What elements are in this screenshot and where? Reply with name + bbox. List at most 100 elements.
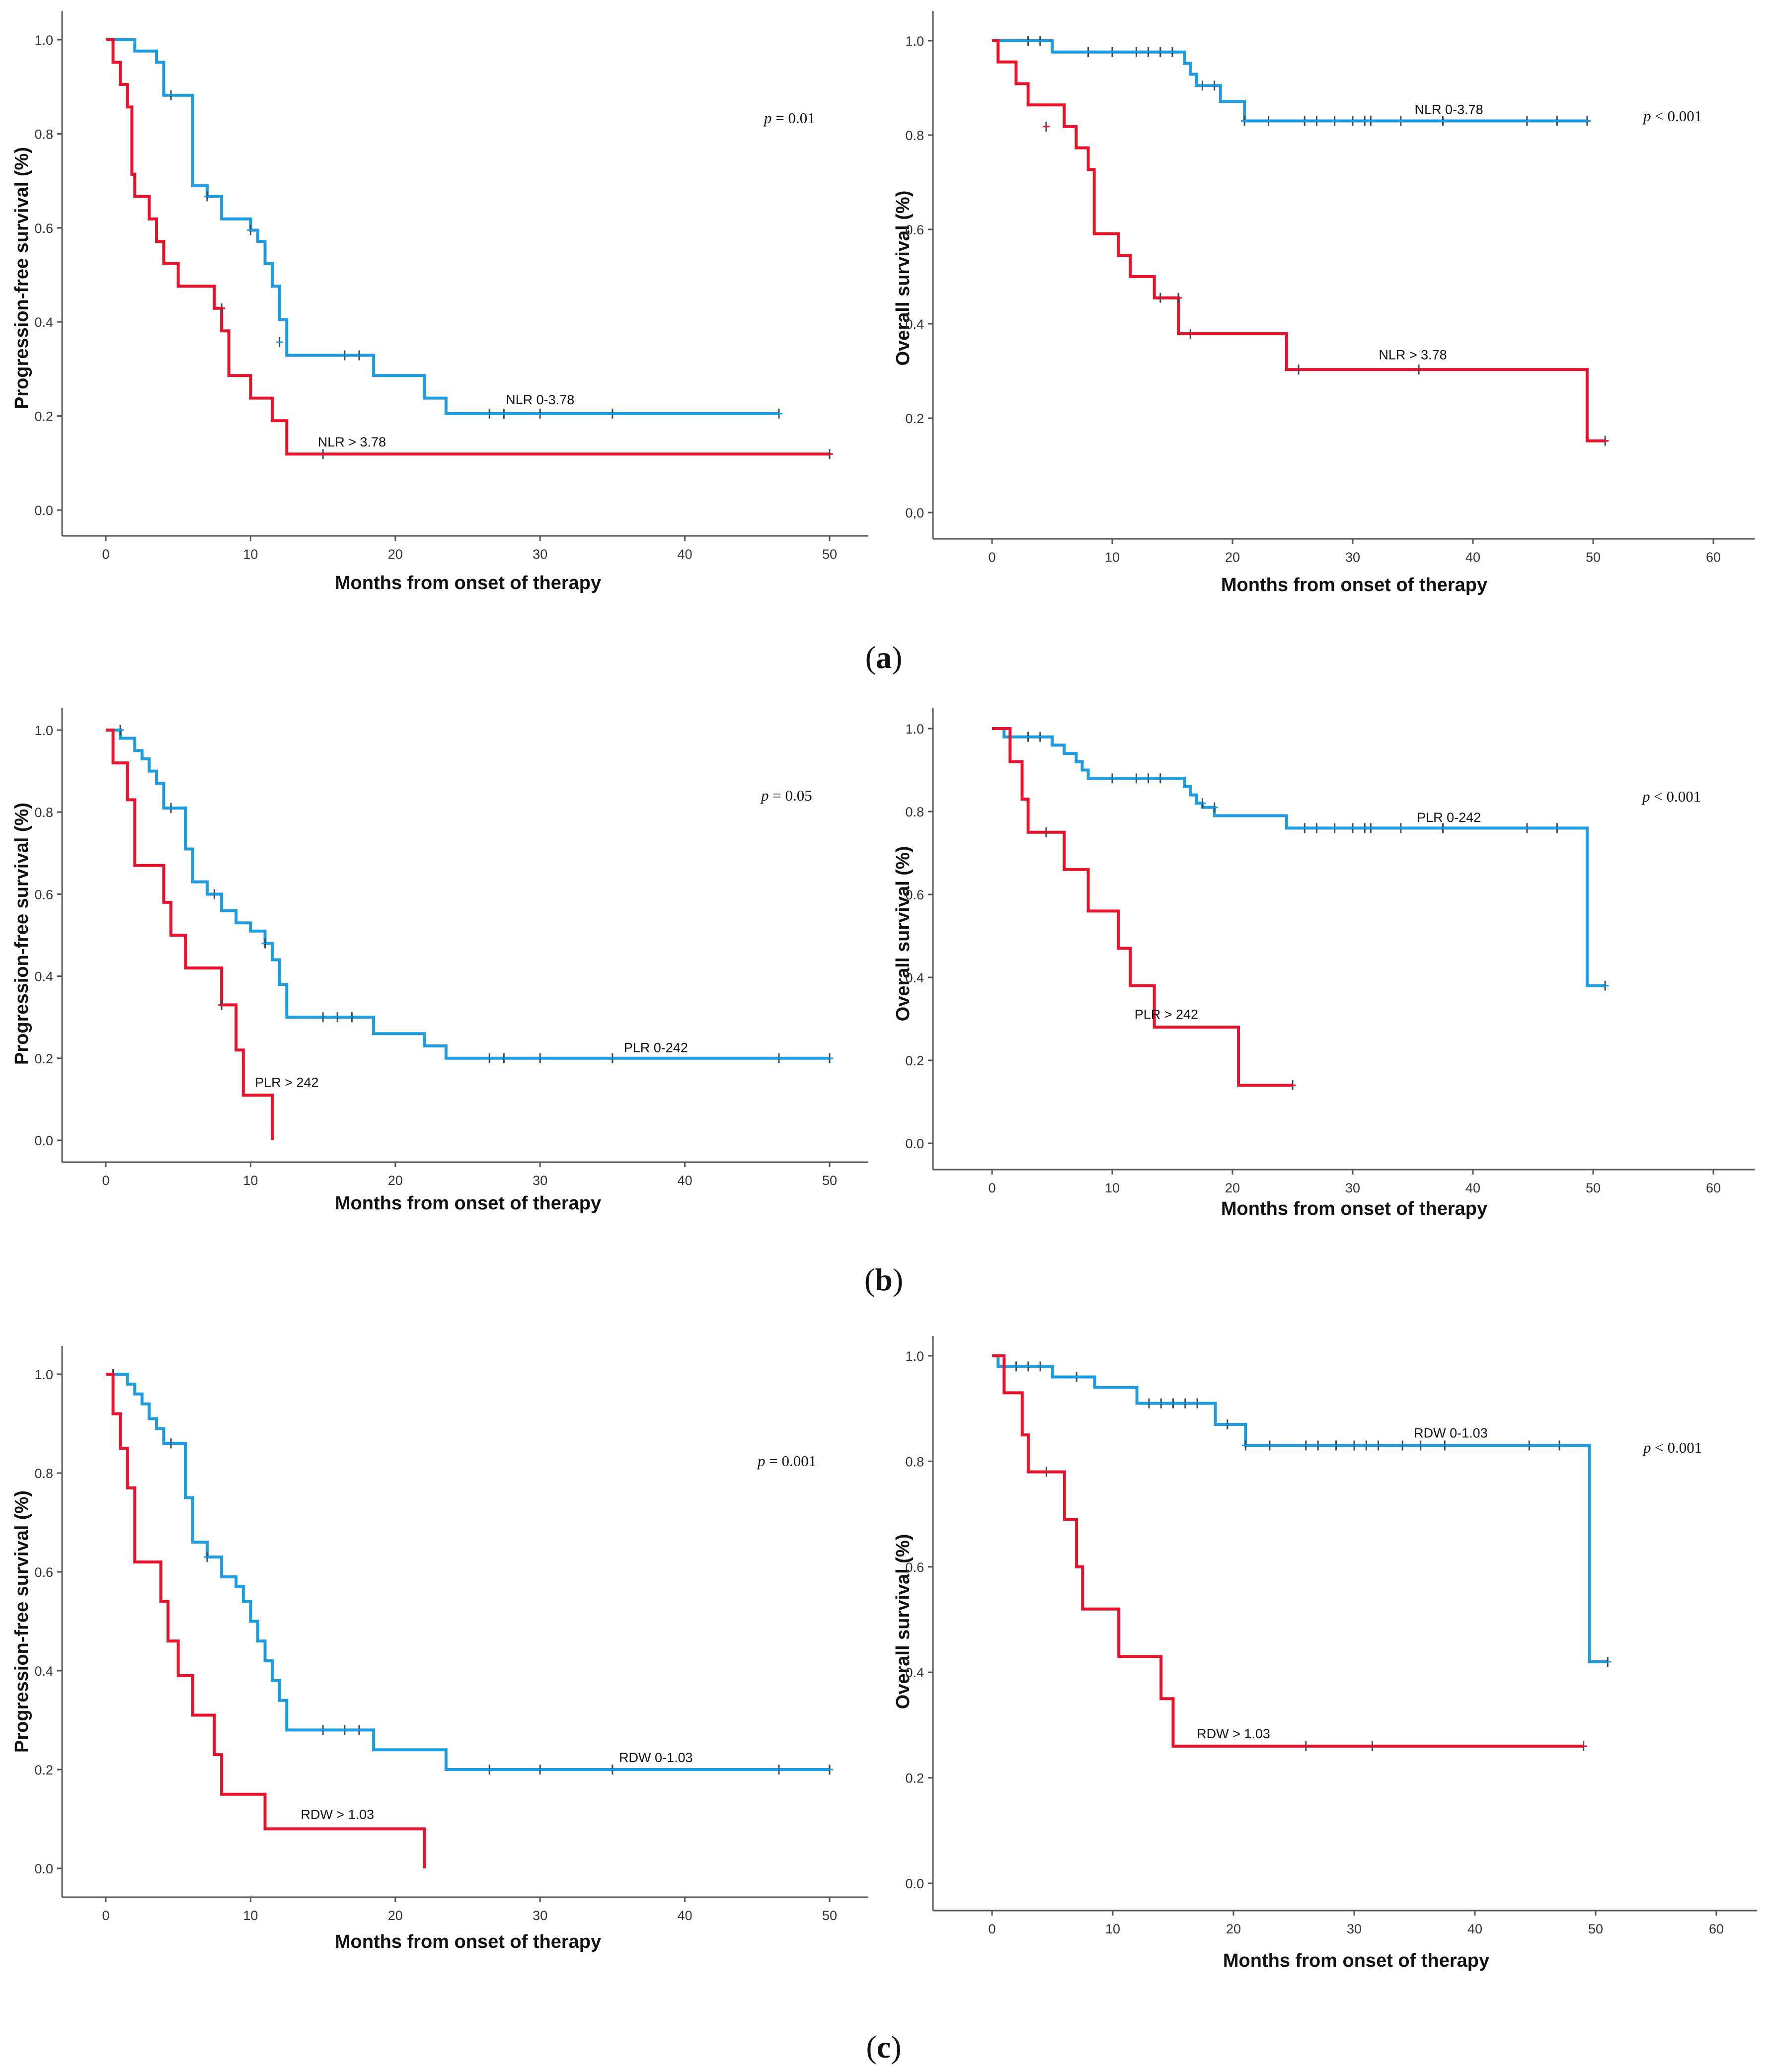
y-tick-label: 0.2: [905, 1053, 924, 1068]
chart-b-overall-survival: Overall survival (%) Months from onset o…: [893, 708, 1755, 1219]
y-tick-label: 0.8: [905, 128, 924, 143]
curve-label: RDW > 1.03: [301, 1807, 374, 1822]
x-tick-label: 0: [102, 1908, 109, 1923]
chart-a-overall-survival: Overall survival (%) Months from onset o…: [893, 11, 1755, 595]
x-tick-label: 50: [1586, 1181, 1601, 1195]
panel-label-c-letter: c: [877, 2029, 891, 2065]
x-tick-label: 20: [388, 1908, 403, 1923]
panel-label-b-letter: b: [875, 1262, 893, 1297]
x-tick-label: 30: [1347, 1922, 1362, 1936]
p-value-label: p = 0.01: [763, 109, 815, 127]
curve-label: NLR > 3.78: [318, 435, 386, 449]
y-axis-title: Progression-free survival (%): [11, 803, 32, 1065]
km-curve-rdw-0-1-03: [106, 1373, 830, 1771]
p-value-label: p < 0.001: [1642, 107, 1702, 125]
p-value-label: p < 0.001: [1642, 1439, 1702, 1456]
y-tick-label: 0.6: [905, 888, 924, 902]
panel-label-a-close: ): [892, 640, 902, 675]
y-tick-label: 1.0: [905, 34, 924, 49]
x-tick-label: 40: [1467, 1922, 1482, 1936]
y-axis-title: Overall survival (%): [893, 191, 914, 366]
p-value-text: = 0.01: [772, 109, 815, 127]
curve-label: NLR > 3.78: [1379, 347, 1447, 362]
y-tick-label: 0.2: [34, 409, 53, 424]
x-tick-label: 40: [678, 1908, 692, 1923]
y-axis-title: Overall survival (%): [893, 1534, 914, 1709]
km-curve-plr-242: [992, 727, 1293, 1087]
panel-label-c-close: ): [891, 2029, 901, 2065]
p-value-text: < 0.001: [1651, 107, 1702, 125]
x-tick-label: 40: [678, 547, 692, 562]
y-tick-label: 0.8: [34, 127, 53, 142]
y-tick-label: 1.0: [34, 33, 53, 48]
x-tick-label: 30: [533, 1173, 547, 1188]
y-axis-title: Overall survival (%): [893, 846, 914, 1022]
x-tick-label: 40: [1465, 1181, 1480, 1195]
y-tick-label: 0.8: [34, 1466, 53, 1481]
x-tick-label: 10: [243, 547, 258, 562]
x-tick-label: 10: [243, 1173, 258, 1188]
curve-label: PLR > 242: [1135, 1007, 1198, 1022]
x-axis-title: Months from onset of therapy: [1221, 1198, 1487, 1219]
p-value-label: p = 0.001: [757, 1452, 816, 1470]
x-tick-label: 0: [102, 547, 109, 562]
x-tick-label: 20: [1226, 1922, 1241, 1936]
x-tick-label: 60: [1706, 1181, 1721, 1195]
p-value-text: < 0.001: [1650, 788, 1701, 805]
x-tick-label: 30: [533, 1908, 547, 1923]
y-tick-label: 0.8: [905, 1454, 924, 1469]
x-tick-label: 20: [388, 1173, 403, 1188]
panel-label-b: (b): [864, 1262, 903, 1297]
x-tick-label: 50: [822, 1908, 837, 1923]
y-tick-label: 0.0: [34, 1861, 53, 1876]
y-tick-label: 0.2: [34, 1051, 53, 1066]
x-tick-label: 50: [822, 547, 837, 562]
y-tick-label: 0.0: [905, 1136, 924, 1151]
curve-label: PLR > 242: [255, 1075, 318, 1090]
y-tick-label: 0.6: [905, 222, 924, 237]
curve-label: PLR 0-242: [1417, 810, 1481, 825]
panel-label-b-open: (: [864, 1262, 875, 1297]
y-tick-label: 0.4: [905, 317, 924, 332]
x-tick-label: 20: [1225, 1181, 1240, 1195]
x-tick-label: 60: [1706, 550, 1721, 565]
x-axis-title: Months from onset of therapy: [335, 1931, 601, 1952]
y-tick-label: 0.4: [34, 969, 53, 984]
p-symbol: p: [763, 109, 772, 127]
km-curve-rdw-1-03: [992, 1354, 1584, 1748]
y-tick-label: 0.4: [905, 970, 924, 985]
y-tick-label: 0.8: [34, 805, 53, 820]
chart-c-progression-free-survival: Progression-free survival (%) Months fro…: [11, 1346, 868, 1952]
p-symbol: p: [757, 1452, 766, 1470]
x-axis-title: Months from onset of therapy: [1221, 575, 1487, 595]
x-tick-label: 40: [1465, 550, 1480, 565]
km-curve-plr-0-242: [106, 729, 830, 1060]
x-axis-title: Months from onset of therapy: [1223, 1950, 1489, 1971]
panel-label-a-open: (: [865, 640, 876, 675]
x-tick-label: 10: [243, 1908, 258, 1923]
x-tick-label: 10: [1105, 550, 1120, 565]
x-tick-label: 10: [1105, 1922, 1120, 1936]
y-tick-label: 1.0: [34, 1367, 53, 1382]
y-tick-label: 1.0: [905, 722, 924, 737]
x-axis-title: Months from onset of therapy: [335, 1193, 601, 1214]
x-tick-label: 50: [1586, 550, 1601, 565]
km-curve-rdw-0-1-03: [992, 1354, 1608, 1663]
x-tick-label: 50: [1588, 1922, 1603, 1936]
x-tick-label: 30: [1345, 1181, 1360, 1195]
x-tick-label: 0: [988, 1181, 996, 1195]
y-tick-label: 1.0: [34, 723, 53, 738]
p-symbol: p: [1642, 107, 1651, 125]
panel-label-a: (a): [865, 640, 903, 675]
km-curve-plr-0-242: [992, 727, 1606, 987]
panel-label-b-close: ): [893, 1262, 903, 1297]
y-tick-label: 0.6: [905, 1560, 924, 1575]
y-tick-label: 0.6: [34, 221, 53, 236]
y-tick-label: 0.0: [34, 503, 53, 518]
y-tick-label: 0.2: [905, 411, 924, 426]
x-tick-label: 10: [1105, 1181, 1120, 1195]
x-tick-label: 20: [388, 547, 403, 562]
y-tick-label: 0.0: [905, 1876, 924, 1891]
curve-label: RDW 0-1.03: [619, 1750, 693, 1765]
